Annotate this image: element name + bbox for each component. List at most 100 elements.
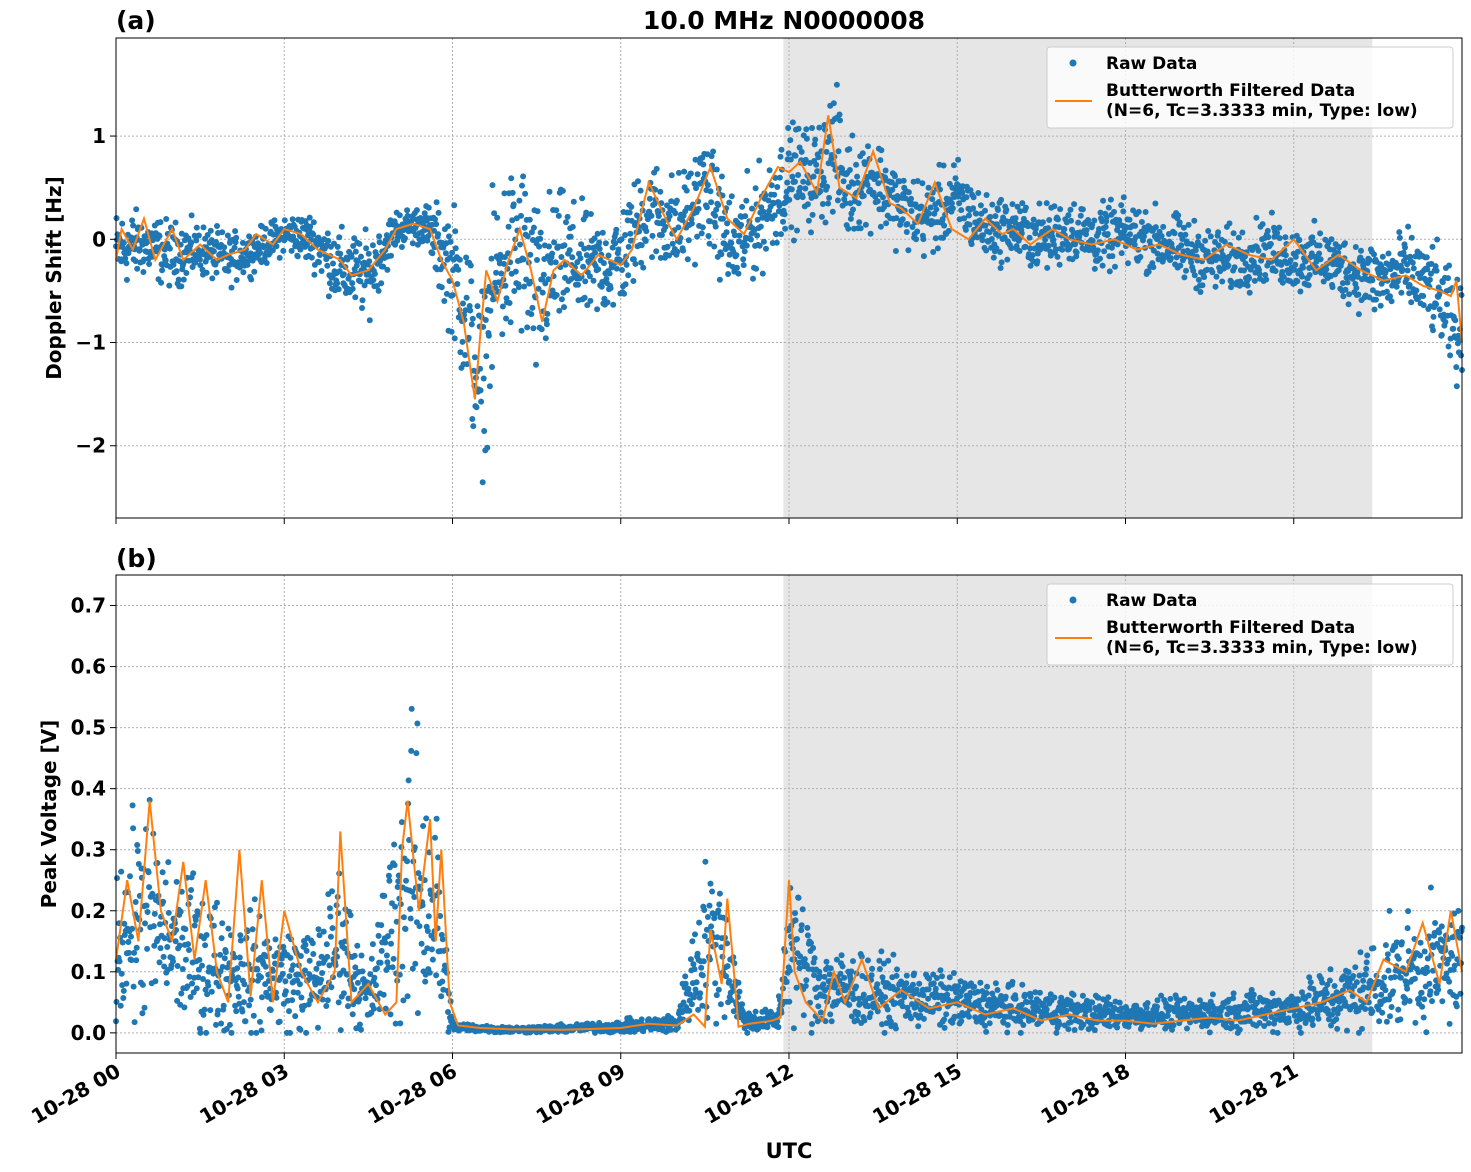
raw-data-point (269, 247, 276, 254)
raw-data-point (879, 974, 886, 981)
raw-data-point (1197, 289, 1204, 295)
raw-data-point (1183, 267, 1189, 274)
raw-data-point (242, 1018, 249, 1025)
raw-data-point (1057, 206, 1064, 213)
raw-data-point (789, 173, 796, 180)
raw-data-point (1181, 274, 1188, 281)
raw-data-point (337, 1027, 344, 1034)
raw-data-point (306, 957, 313, 964)
raw-data-point (983, 247, 990, 254)
raw-data-point (578, 241, 585, 248)
raw-data-point (388, 252, 394, 259)
raw-data-point (1317, 230, 1324, 237)
raw-data-point (509, 189, 516, 196)
raw-data-point (188, 212, 195, 219)
raw-data-point (338, 223, 345, 230)
raw-data-point (1014, 203, 1021, 210)
raw-data-point (196, 956, 203, 963)
raw-data-point (581, 245, 588, 252)
raw-data-point (955, 156, 962, 163)
raw-data-point (180, 276, 187, 283)
raw-data-point (382, 939, 389, 946)
raw-data-point (749, 205, 755, 212)
raw-data-point (724, 963, 731, 970)
raw-data-point (932, 985, 939, 992)
raw-data-point (709, 888, 716, 895)
raw-data-point (812, 136, 819, 143)
raw-data-point (467, 262, 474, 269)
raw-data-point (763, 245, 769, 252)
raw-data-point (740, 262, 747, 269)
raw-data-point (193, 985, 200, 992)
raw-data-point (435, 231, 442, 238)
raw-data-point (997, 265, 1004, 271)
raw-data-point (1311, 217, 1318, 224)
raw-data-point (271, 217, 278, 224)
raw-data-point (1345, 301, 1352, 308)
raw-data-point (808, 229, 814, 236)
raw-data-point (877, 223, 884, 230)
raw-data-point (405, 777, 412, 784)
raw-data-point (771, 191, 778, 198)
raw-data-point (774, 184, 781, 190)
raw-data-point (1075, 219, 1082, 226)
raw-data-point (1094, 247, 1101, 254)
raw-data-point (1323, 266, 1330, 273)
raw-data-point (1316, 242, 1323, 249)
raw-data-point (982, 207, 988, 214)
raw-data-point (349, 285, 356, 292)
raw-data-point (236, 954, 243, 961)
raw-data-point (384, 266, 391, 273)
raw-data-point (151, 910, 158, 917)
raw-data-point (1429, 243, 1436, 250)
raw-data-point (850, 958, 856, 965)
raw-data-point (672, 210, 679, 217)
raw-data-point (675, 224, 682, 231)
raw-data-point (324, 953, 331, 960)
raw-data-point (606, 270, 613, 277)
raw-data-point (418, 940, 425, 947)
raw-data-point (1127, 231, 1133, 238)
raw-data-point (156, 959, 163, 966)
raw-data-point (317, 252, 323, 258)
raw-data-point (130, 825, 137, 832)
raw-data-point (1309, 1022, 1316, 1028)
raw-data-point (157, 219, 164, 226)
raw-data-point (1109, 253, 1116, 260)
raw-data-point (1352, 244, 1359, 250)
raw-data-point (1043, 1006, 1050, 1013)
raw-data-point (373, 982, 379, 989)
raw-data-point (1105, 204, 1112, 211)
raw-data-point (618, 236, 625, 243)
raw-data-point (249, 926, 256, 933)
raw-data-point (324, 262, 331, 269)
raw-data-point (177, 908, 184, 915)
raw-data-point (697, 990, 704, 997)
raw-data-point (324, 997, 331, 1004)
raw-data-point (201, 1006, 208, 1013)
raw-data-point (1144, 1000, 1151, 1006)
raw-data-point (512, 268, 519, 275)
panel-a-legend: Raw Data Butterworth Filtered Data (N=6, … (1046, 46, 1454, 129)
raw-data-point (882, 994, 889, 1001)
raw-data-point (351, 986, 358, 993)
raw-data-point (662, 223, 669, 230)
raw-data-point (1027, 262, 1034, 269)
raw-data-point (1142, 209, 1149, 215)
raw-data-point (802, 185, 809, 192)
raw-data-point (926, 210, 933, 217)
raw-data-point (272, 936, 279, 943)
raw-data-point (290, 962, 297, 969)
raw-data-point (1272, 268, 1279, 274)
raw-data-point (120, 987, 127, 994)
raw-data-point (1279, 279, 1286, 286)
raw-data-point (706, 902, 713, 909)
raw-data-point (403, 877, 409, 884)
raw-data-point (175, 276, 182, 283)
raw-data-point (163, 980, 170, 987)
raw-data-point (602, 240, 609, 247)
raw-data-point (358, 952, 365, 959)
raw-data-point (235, 993, 242, 1000)
raw-data-point (530, 224, 537, 231)
raw-data-point (980, 232, 986, 239)
